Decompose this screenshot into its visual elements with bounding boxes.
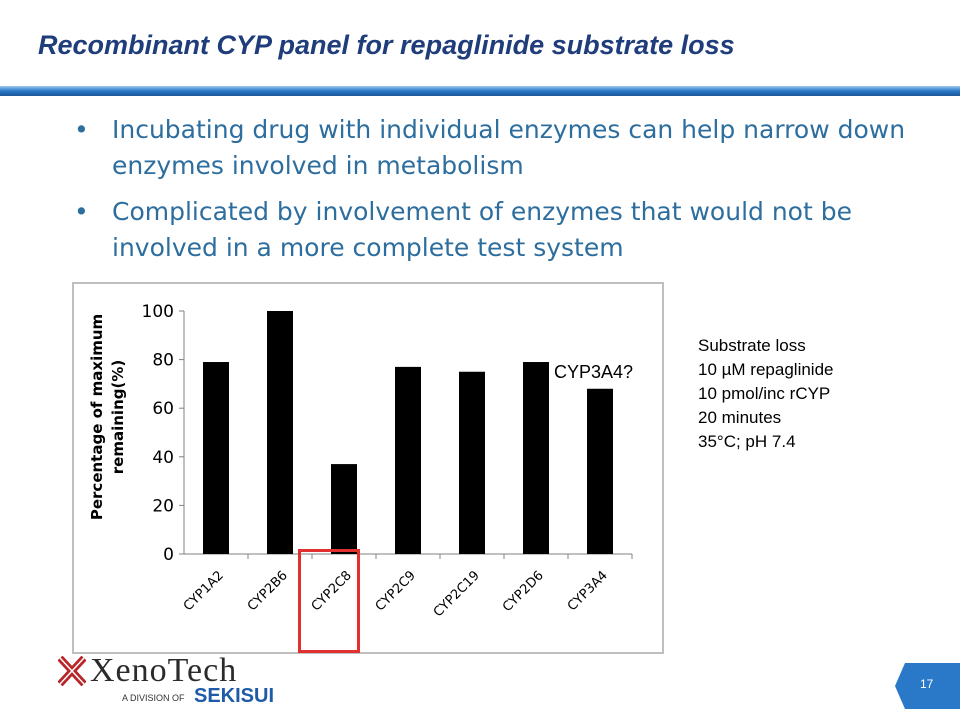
bar-cyp2b6 [267, 311, 293, 554]
bullet-item: • Incubating drug with individual enzyme… [72, 112, 952, 184]
bar-cyp2d6 [523, 362, 549, 554]
x-tick-label: CYP2C9 [373, 568, 419, 614]
bar-cyp2c9 [395, 366, 421, 554]
y-tick-label: 80 [152, 351, 174, 371]
bar-cyp2c19 [459, 371, 485, 554]
chart-frame [72, 282, 664, 654]
y-axis-title-line: Percentage of maximum [88, 314, 106, 520]
page-number-tab [895, 663, 960, 709]
y-tick-label: 100 [142, 302, 174, 322]
bar-cyp2c8 [331, 464, 357, 554]
logo-division-text: A DIVISION OF [122, 693, 185, 703]
y-tick-label: 40 [152, 448, 174, 468]
y-tick-label: 20 [152, 496, 174, 516]
x-tick-label: CYP2D6 [500, 568, 547, 615]
cyp3a4-annotation: CYP3A4? [554, 362, 634, 382]
title-accent-bar [0, 86, 960, 96]
condition-line: 10 µM repaglinide [698, 360, 834, 379]
condition-line: 10 pmol/inc rCYP [698, 384, 831, 403]
bullet-dot: • [74, 197, 89, 226]
logo-brand-text: SEKISUI [194, 685, 275, 707]
bullet-text: Incubating drug with individual enzymes … [112, 115, 906, 180]
x-tick-label: CYP2C19 [431, 568, 483, 620]
bar-cyp3a4 [587, 388, 613, 554]
bullet-text: Complicated by involvement of enzymes th… [112, 197, 852, 262]
slide-title: Recombinant CYP panel for repaglinide su… [38, 30, 735, 60]
y-tick-label: 60 [152, 399, 174, 419]
bullet-dot: • [74, 115, 89, 144]
y-axis-title-line: remaining(%) [109, 360, 127, 474]
y-axis-title: Percentage of maximum remaining(%) [88, 314, 127, 520]
condition-line: 35°C; pH 7.4 [698, 432, 796, 451]
x-tick-label: CYP1A2 [181, 568, 227, 614]
xenotech-mark-icon [58, 656, 86, 686]
y-tick-label: 0 [163, 545, 174, 565]
logo-wordmark: XenoTech [90, 652, 238, 689]
conditions-panel: Substrate loss 10 µM repaglinide 10 pmol… [698, 334, 834, 454]
x-tick-label: CYP3A4 [565, 568, 611, 614]
x-tick-label: CYP2B6 [245, 568, 291, 614]
condition-line: 20 minutes [698, 408, 782, 427]
page-number: 17 [920, 677, 934, 691]
cyp2c8-highlight-box [298, 549, 360, 653]
bar-cyp1a2 [203, 362, 229, 554]
xenotech-logo: XenoTech A DIVISION OF SEKISUI [58, 652, 274, 710]
bullet-list: • Incubating drug with individual enzyme… [72, 112, 952, 276]
condition-line: Substrate loss [698, 336, 806, 355]
bar-chart: 0 20 40 60 80 100 Percentage of maximum remaini… [88, 302, 633, 620]
bullet-item: • Complicated by involvement of enzymes … [72, 194, 952, 266]
